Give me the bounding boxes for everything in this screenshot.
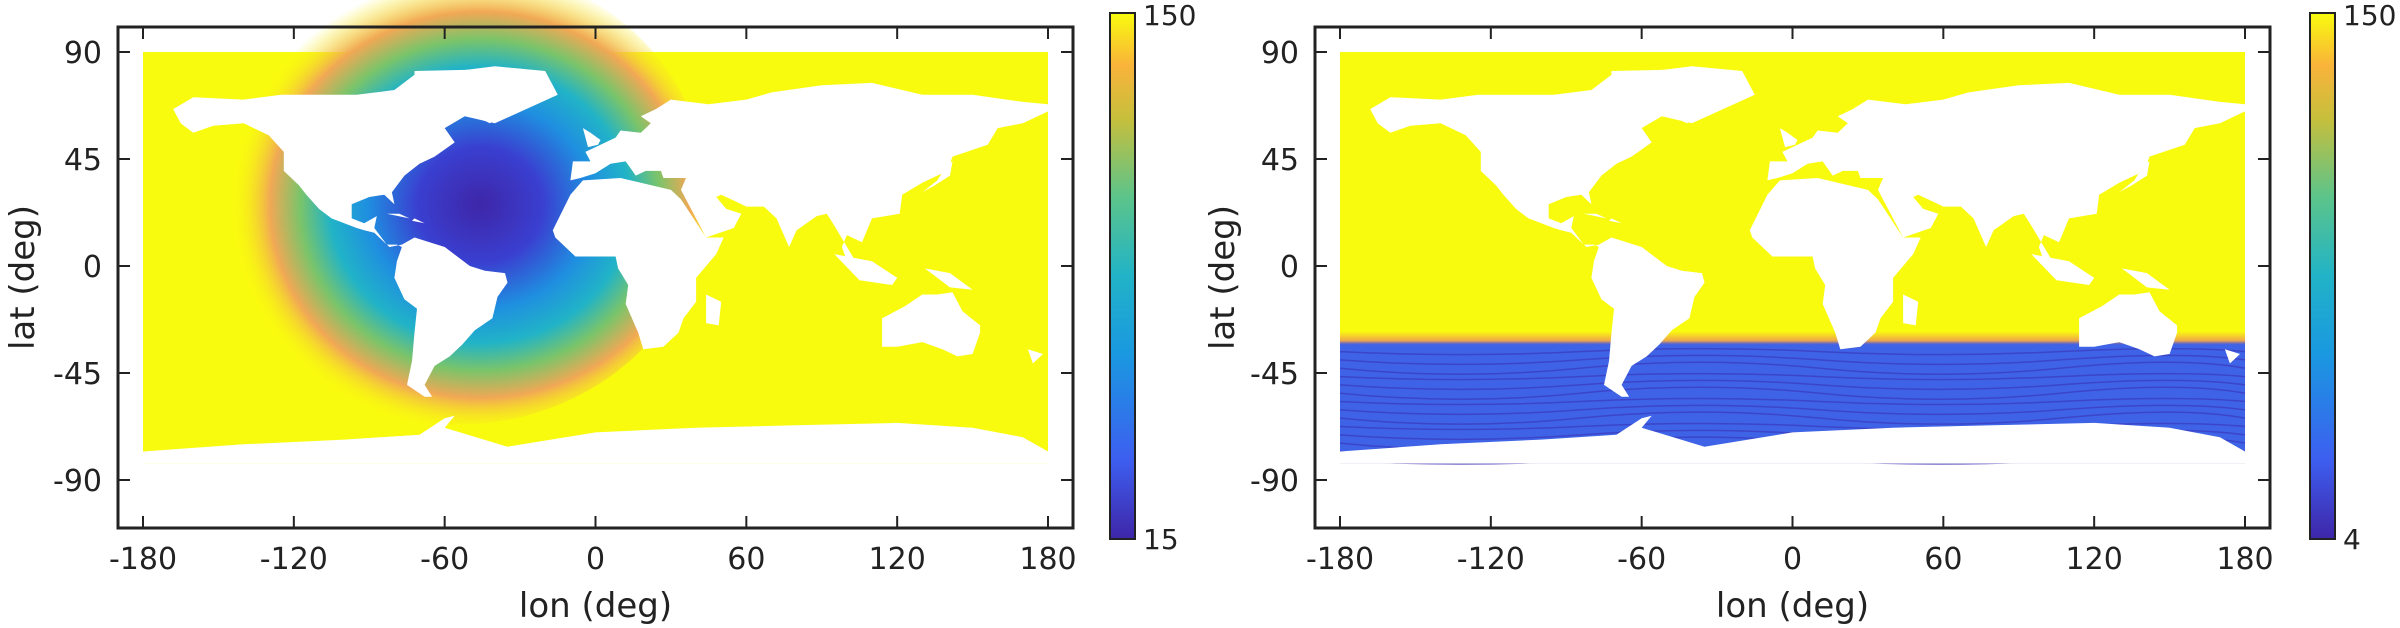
land-mask xyxy=(2031,254,2095,285)
panel-left: -180 -120 -60 0 60 120 180 90 45 0 -45 -90 lon (deg)… xyxy=(3,0,1196,626)
colorbar xyxy=(2309,12,2336,540)
land-mask xyxy=(1779,128,1798,148)
y-tick-label: 0 xyxy=(1280,250,1299,285)
x-tick-label: -180 xyxy=(109,542,177,577)
land-mask xyxy=(1767,82,2245,264)
colorbar-min-label: 4 xyxy=(2343,523,2361,556)
land-mask xyxy=(2209,349,2240,376)
colorbar-max-label: 150 xyxy=(1143,0,1196,32)
y-tick-label: 90 xyxy=(64,36,102,71)
land-mask xyxy=(582,128,601,148)
southern-ocean-streak xyxy=(1339,347,2246,356)
southern-ocean-streak xyxy=(1339,404,2246,416)
x-tick-label: 120 xyxy=(2066,542,2123,577)
land-mask xyxy=(570,82,1048,264)
panel-right: -180 -120 -60 0 60 120 180 90 45 0 -45 -90 lon (deg)… xyxy=(1203,0,2396,626)
x-tick-label: -180 xyxy=(1306,542,1374,577)
land-mask xyxy=(1749,178,1921,350)
land-mask xyxy=(834,254,898,285)
x-tick-label: -60 xyxy=(1617,542,1666,577)
transition-band xyxy=(1340,331,2245,345)
x-tick-label: -120 xyxy=(1457,542,1525,577)
southern-ocean-streak xyxy=(1339,361,2246,375)
land-mask xyxy=(2119,161,2150,193)
colorbar xyxy=(1109,12,1136,540)
southern-ocean-streak xyxy=(1339,397,2246,406)
land-mask xyxy=(1370,66,1755,397)
southern-ocean-streak xyxy=(1339,372,2246,381)
southern-ocean-streak xyxy=(1339,379,2246,391)
colorbar-max-label: 150 xyxy=(2343,0,2396,32)
y-tick-label: -90 xyxy=(1250,464,1299,499)
southern-ocean-streak xyxy=(1339,411,2246,425)
x-tick-label: -120 xyxy=(260,542,328,577)
land-mask xyxy=(552,178,724,350)
y-tick-label: -45 xyxy=(1250,357,1299,392)
y-tick-label: 90 xyxy=(1261,36,1299,71)
x-tick-label: 180 xyxy=(1019,542,1076,577)
y-tick-label: -90 xyxy=(53,464,102,499)
land-mask xyxy=(924,268,973,290)
land-mask xyxy=(706,294,722,326)
land-mask xyxy=(414,68,546,124)
x-tick-label: 0 xyxy=(586,542,605,577)
land-mask xyxy=(1903,294,1919,326)
land-mask xyxy=(412,218,425,224)
x-tick-label: 60 xyxy=(1924,542,1962,577)
land-mask xyxy=(1583,213,1607,219)
southern-ocean-streak xyxy=(1339,386,2246,400)
land-mask xyxy=(173,66,558,397)
land-mask xyxy=(1611,68,1743,124)
land-mask xyxy=(386,213,410,219)
x-tick-label: -60 xyxy=(420,542,469,577)
x-tick-label: 180 xyxy=(2216,542,2273,577)
x-axis-label: lon (deg) xyxy=(1716,586,1869,626)
x-axis-label: lon (deg) xyxy=(519,586,672,626)
y-tick-label: 45 xyxy=(1261,143,1299,178)
y-tick-label: -45 xyxy=(53,357,102,392)
land-mask xyxy=(1609,218,1622,224)
y-axis-label: lat (deg) xyxy=(3,205,43,350)
land-mask xyxy=(1012,349,1043,376)
x-tick-label: 60 xyxy=(727,542,765,577)
land-mask xyxy=(1340,415,2245,464)
southern-ocean-streak xyxy=(1339,354,2246,366)
x-tick-label: 120 xyxy=(869,542,926,577)
land-mask xyxy=(882,292,981,357)
land-mask xyxy=(143,415,1048,464)
y-tick-label: 0 xyxy=(83,250,102,285)
land-mask xyxy=(2079,292,2178,357)
y-tick-label: 45 xyxy=(64,143,102,178)
x-tick-label: 0 xyxy=(1783,542,1802,577)
y-axis-label: lat (deg) xyxy=(1203,205,1243,350)
land-mask xyxy=(922,161,953,193)
land-mask xyxy=(2121,268,2170,290)
colorbar-min-label: 15 xyxy=(1143,523,1179,556)
